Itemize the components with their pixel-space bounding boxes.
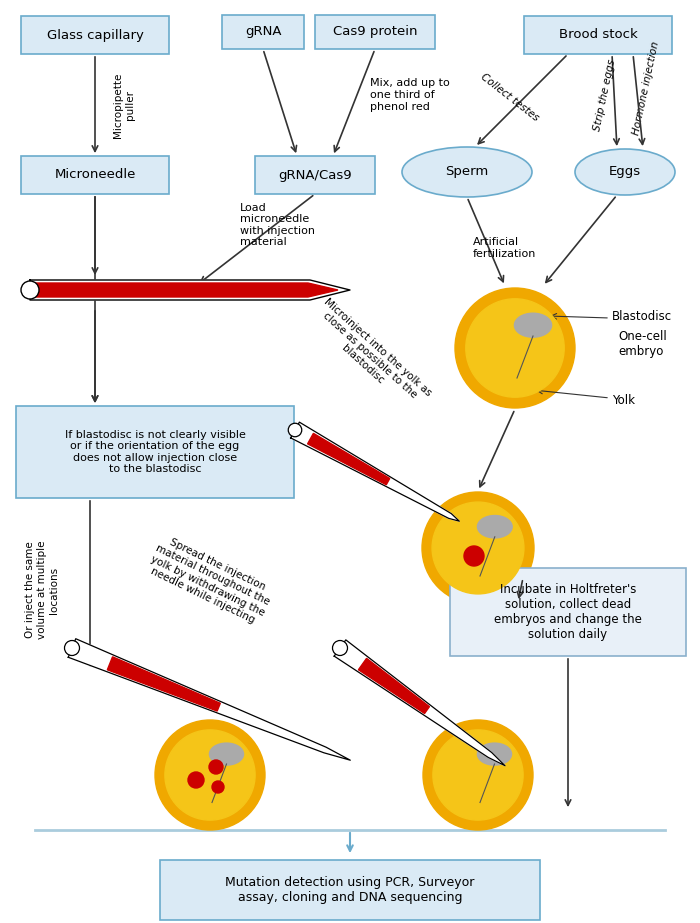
Circle shape [21, 281, 39, 299]
Text: Blastodisc: Blastodisc [612, 309, 672, 322]
Ellipse shape [402, 147, 532, 197]
Circle shape [288, 424, 302, 437]
FancyBboxPatch shape [16, 406, 294, 498]
Polygon shape [307, 434, 390, 485]
Circle shape [165, 730, 255, 821]
Polygon shape [107, 657, 220, 711]
Polygon shape [69, 639, 350, 761]
Circle shape [209, 760, 223, 774]
FancyBboxPatch shape [222, 15, 304, 49]
Text: Sperm: Sperm [445, 165, 489, 178]
Polygon shape [334, 640, 505, 766]
Text: Spread the injection
material throughout the
yolk by withdrawing the
needle whil: Spread the injection material throughout… [144, 533, 276, 628]
FancyBboxPatch shape [524, 16, 672, 54]
Text: Collect testes: Collect testes [479, 71, 541, 123]
Circle shape [455, 288, 575, 408]
Text: Cas9 protein: Cas9 protein [332, 26, 417, 39]
Text: Or inject the same
volume at multiple
locations: Or inject the same volume at multiple lo… [25, 541, 59, 640]
Text: Hormone injection: Hormone injection [631, 41, 661, 136]
Circle shape [466, 299, 564, 397]
Circle shape [332, 641, 347, 655]
Ellipse shape [477, 743, 512, 765]
FancyBboxPatch shape [450, 568, 686, 656]
Text: One-cell
embryo: One-cell embryo [618, 330, 666, 358]
Circle shape [433, 730, 523, 821]
Ellipse shape [575, 149, 675, 195]
Text: Mutation detection using PCR, Surveyor
assay, cloning and DNA sequencing: Mutation detection using PCR, Surveyor a… [225, 876, 475, 904]
Text: Incubate in Holtfreter's
solution, collect dead
embryos and change the
solution : Incubate in Holtfreter's solution, colle… [494, 583, 642, 641]
Polygon shape [358, 658, 429, 713]
Ellipse shape [514, 313, 552, 337]
Text: Glass capillary: Glass capillary [47, 29, 144, 42]
Polygon shape [290, 422, 459, 521]
FancyBboxPatch shape [21, 16, 169, 54]
Text: Eggs: Eggs [609, 165, 641, 178]
Text: Artificial
fertilization: Artificial fertilization [473, 237, 536, 258]
Text: Mix, add up to
one third of
phenol red: Mix, add up to one third of phenol red [370, 78, 449, 112]
Text: Microneedle: Microneedle [55, 169, 136, 182]
Circle shape [188, 772, 204, 788]
Circle shape [422, 492, 534, 604]
Text: Load
microneedle
with injection
material: Load microneedle with injection material [240, 203, 315, 247]
FancyBboxPatch shape [160, 860, 540, 920]
Circle shape [64, 641, 80, 655]
Circle shape [464, 546, 484, 566]
Text: Brood stock: Brood stock [559, 29, 638, 42]
Text: Yolk: Yolk [612, 393, 635, 406]
Circle shape [423, 720, 533, 830]
Polygon shape [30, 280, 350, 300]
Text: Micropipette
puller: Micropipette puller [113, 72, 134, 138]
Circle shape [155, 720, 265, 830]
Text: Microinject into the yolk as
close as possible to the
blastodisc: Microinject into the yolk as close as po… [307, 296, 433, 415]
Text: If blastodisc is not clearly visible
or if the orientation of the egg
does not a: If blastodisc is not clearly visible or … [64, 429, 246, 474]
Text: gRNA: gRNA [245, 26, 281, 39]
FancyBboxPatch shape [255, 156, 375, 194]
Circle shape [212, 781, 224, 793]
Text: Strip the eggs: Strip the eggs [592, 58, 617, 132]
FancyBboxPatch shape [21, 156, 169, 194]
Ellipse shape [477, 516, 512, 538]
Polygon shape [34, 283, 338, 297]
Circle shape [432, 502, 524, 593]
Text: gRNA/Cas9: gRNA/Cas9 [278, 169, 352, 182]
FancyBboxPatch shape [315, 15, 435, 49]
Ellipse shape [209, 743, 244, 765]
